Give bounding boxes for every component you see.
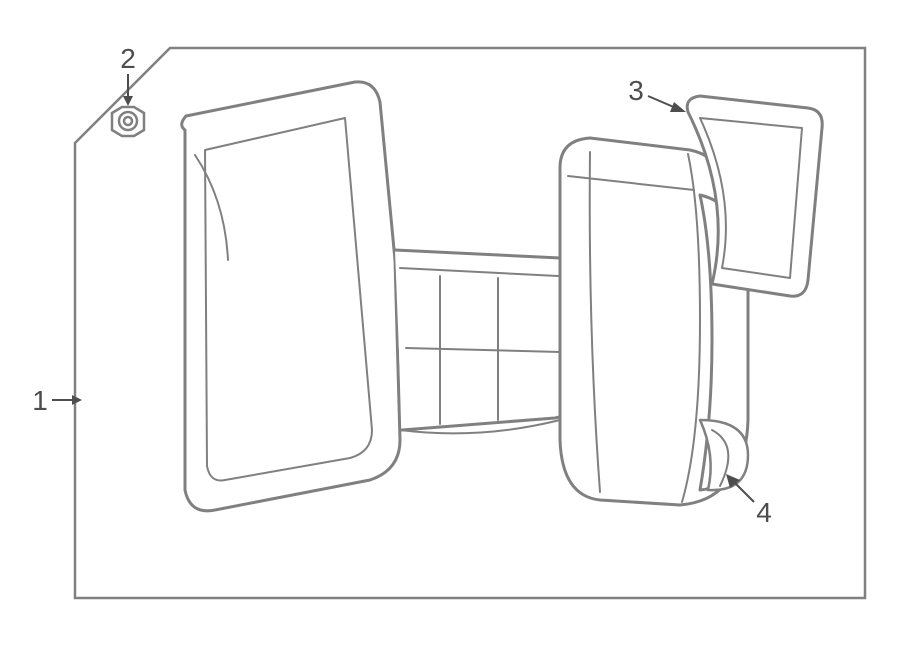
callout-label-2: 2: [120, 43, 136, 74]
parts-diagram: 1 2 3 4: [0, 0, 900, 661]
part-nut: [112, 107, 144, 136]
part-mirror-assembly: [182, 82, 748, 511]
callout-label-1: 1: [32, 385, 48, 416]
callout-label-4: 4: [756, 497, 772, 528]
callout-label-3: 3: [628, 75, 644, 106]
